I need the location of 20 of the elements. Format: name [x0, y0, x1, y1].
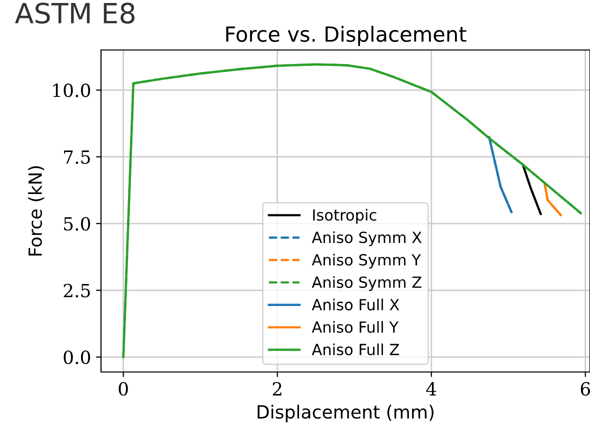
y-tick-label: 0.0 [64, 350, 90, 364]
y-tick-label: 5.0 [64, 217, 90, 231]
x-tick-label: 6 [580, 382, 590, 396]
legend-label: Aniso Full Y [312, 321, 399, 333]
legend-label: Aniso Symm Y [312, 254, 421, 269]
y-tick-label: 7.5 [64, 150, 90, 164]
legend-label: Isotropic [313, 208, 376, 224]
chart-title: Force vs. Displacement [226, 26, 466, 46]
x-tick-label: 4 [426, 382, 436, 396]
y-axis-title: Force (kN) [28, 166, 44, 256]
x-tick-label: 2 [272, 382, 282, 396]
legend-label: Aniso Full X [312, 298, 400, 310]
x-axis-title: Displacement (mm) [258, 404, 434, 422]
y-tick-label: 10.0 [53, 84, 90, 98]
text: ASTM E8 [14, 2, 134, 24]
legend-label: Aniso Full Z [312, 343, 400, 356]
x-tick-label: 0 [118, 382, 128, 396]
y-tick-label: 2.5 [64, 284, 90, 298]
legend-label: Aniso Symm Z [312, 276, 422, 291]
legend-label: Aniso Symm X [312, 231, 422, 246]
